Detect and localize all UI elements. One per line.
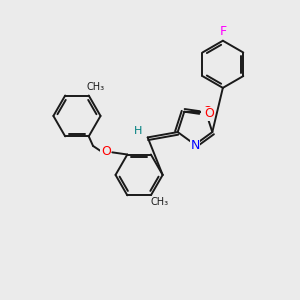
Text: O: O: [202, 105, 212, 118]
Text: CH₃: CH₃: [86, 82, 104, 92]
Text: CH₃: CH₃: [150, 197, 169, 207]
Text: H: H: [134, 126, 142, 136]
Text: F: F: [219, 25, 226, 38]
Text: O: O: [204, 107, 214, 120]
Text: O: O: [101, 145, 111, 158]
Text: N: N: [190, 139, 200, 152]
